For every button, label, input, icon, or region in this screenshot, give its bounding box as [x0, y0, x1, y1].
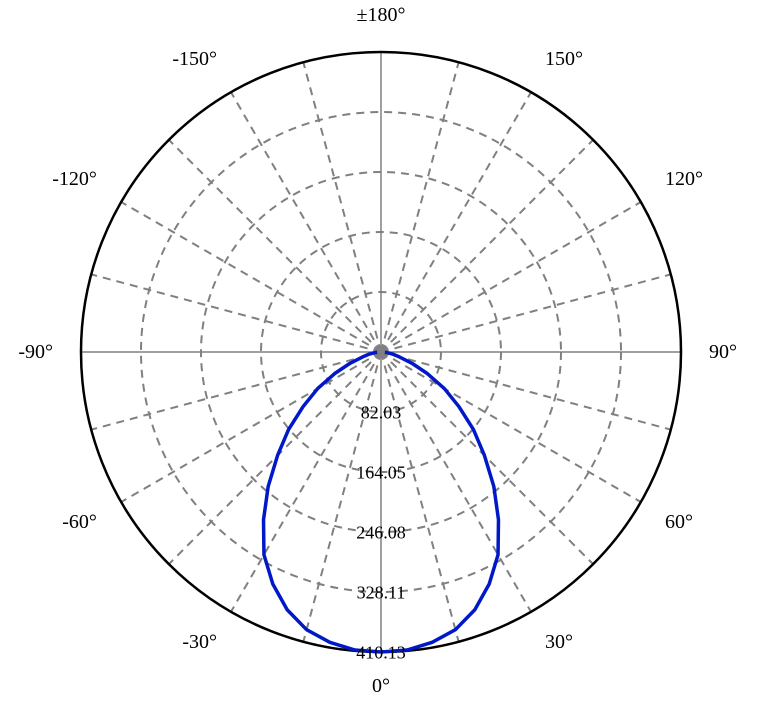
- angle-tick-label: 150°: [545, 48, 583, 70]
- radial-tick-label: 246.08: [356, 522, 406, 542]
- angle-tick-label: -60°: [62, 511, 97, 533]
- angle-tick-label: 0°: [372, 675, 390, 697]
- angle-tick-label: -120°: [52, 168, 97, 190]
- radial-tick-label: 164.05: [356, 462, 406, 482]
- angle-tick-label: 60°: [665, 511, 693, 533]
- angle-tick-label: 30°: [545, 631, 573, 653]
- angle-tick-label: ±180°: [357, 4, 406, 26]
- polar-chart: 82.03 164.05 246.08 328.11 410.13 ±180° -150° 1…: [0, 0, 763, 704]
- radial-tick-label: 410.13: [356, 642, 406, 662]
- radial-tick-label: 82.03: [361, 402, 402, 422]
- angle-tick-label: -150°: [172, 48, 217, 70]
- angle-tick-label: -90°: [18, 341, 53, 363]
- angle-tick-label: -30°: [182, 631, 217, 653]
- radial-tick-label: 328.11: [357, 582, 406, 602]
- polar-chart-svg: 82.03 164.05 246.08 328.11 410.13 ±180° -150° 1…: [0, 0, 763, 704]
- angle-tick-label: 90°: [709, 341, 737, 363]
- angle-tick-label: 120°: [665, 168, 703, 190]
